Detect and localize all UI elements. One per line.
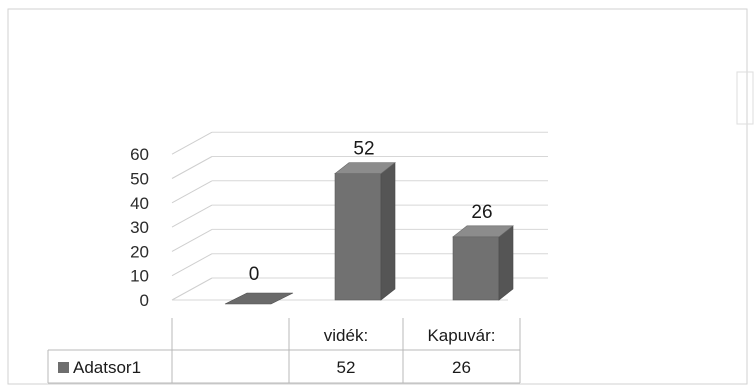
bar-side [498, 225, 514, 301]
bars [224, 162, 514, 305]
bar [452, 225, 514, 301]
data-label: 52 [353, 139, 374, 160]
y-tick-label: 40 [130, 194, 149, 213]
table-value-cell: 26 [452, 358, 471, 377]
bar [334, 162, 396, 301]
table-value-cell: 52 [337, 358, 356, 377]
bar-top [452, 225, 514, 238]
data-table: vidék: Kapuvár: Adatsor1 52 26 [47, 318, 521, 384]
gridline-diagonal [171, 156, 213, 179]
data-label: 26 [471, 202, 492, 223]
bar-top [224, 292, 294, 305]
stray-mark [736, 71, 754, 125]
gridline-diagonal [171, 228, 213, 252]
table-header-cell: vidék: [324, 326, 368, 345]
y-tick-label: 30 [130, 218, 149, 237]
data-label: 0 [249, 264, 260, 285]
y-tick-label: 20 [130, 242, 149, 261]
y-tick-label: 10 [130, 267, 149, 286]
legend-series-name: Adatsor1 [73, 358, 141, 377]
y-tick-label: 50 [130, 170, 149, 189]
gridline-diagonal [171, 204, 213, 228]
bar-front [452, 236, 500, 301]
data-labels: 0 52 26 [249, 139, 493, 285]
gridline-diagonal [171, 253, 213, 277]
gridline-diagonal [171, 131, 213, 155]
table-header-cell: Kapuvár: [427, 326, 495, 345]
y-tick-label: 60 [130, 145, 149, 164]
bar-top [334, 162, 396, 174]
bar-side [380, 162, 396, 301]
gridline-diagonal [171, 277, 213, 301]
bar-front [334, 173, 382, 301]
y-axis-ticks: 0 10 20 30 40 50 60 [130, 145, 149, 310]
legend-key [58, 362, 69, 373]
gridline-diagonal [171, 180, 213, 204]
bar [224, 292, 294, 305]
y-tick-label: 0 [140, 291, 149, 310]
